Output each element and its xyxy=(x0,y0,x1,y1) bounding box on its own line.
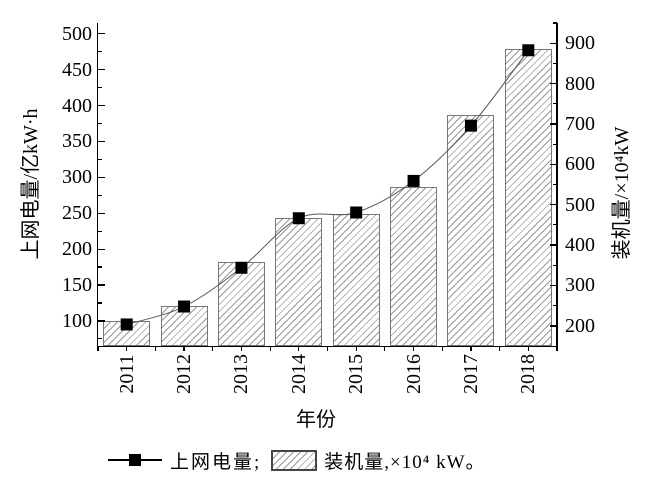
line-marker-2016 xyxy=(407,174,420,187)
right-tick-label: 900 xyxy=(565,32,595,55)
x-tick xyxy=(355,346,357,351)
left-major-tick xyxy=(98,320,105,322)
left-tick-label: 500 xyxy=(62,22,92,45)
x-tick xyxy=(441,346,443,351)
left-minor-tick xyxy=(98,51,102,53)
right-tick-label: 500 xyxy=(565,193,595,216)
right-major-tick xyxy=(550,42,557,44)
line-marker-2017 xyxy=(464,119,477,132)
x-tick xyxy=(412,346,415,351)
legend-square-marker-icon xyxy=(129,454,141,466)
x-axis-title: 年份 xyxy=(296,409,336,431)
bar-2018 xyxy=(504,48,552,346)
bar-2017 xyxy=(447,115,495,346)
legend-label-bar-series: 装机量,×10⁴ kW。 xyxy=(324,451,486,473)
left-major-tick xyxy=(98,284,105,286)
right-minor-tick xyxy=(553,22,557,24)
right-tick-label: 600 xyxy=(565,153,595,176)
x-tick xyxy=(470,346,472,351)
legend: 上网电量; 装机量,×10⁴ kW。 xyxy=(108,445,486,475)
left-minor-tick xyxy=(98,266,102,268)
right-tick-label: 400 xyxy=(565,234,595,257)
left-major-tick xyxy=(98,69,105,71)
x-tick xyxy=(527,346,529,351)
line-marker-2013 xyxy=(235,261,248,274)
left-tick-label: 400 xyxy=(62,94,92,117)
right-tick-label: 700 xyxy=(565,112,595,135)
line-marker-2012 xyxy=(178,300,191,313)
left-major-tick xyxy=(98,104,105,107)
line-marker-2018 xyxy=(522,44,535,57)
left-minor-tick xyxy=(98,158,102,160)
x-tick xyxy=(154,346,156,351)
right-tick-label: 800 xyxy=(565,72,595,95)
left-tick-label: 300 xyxy=(62,166,92,189)
bar-2016 xyxy=(390,186,438,346)
right-major-tick xyxy=(550,204,557,206)
x-tick xyxy=(556,346,558,351)
left-minor-tick xyxy=(98,87,102,89)
x-tick xyxy=(240,346,243,351)
right-minor-tick xyxy=(553,264,557,266)
left-tick-label: 100 xyxy=(62,309,92,332)
x-tick xyxy=(298,346,300,351)
left-major-tick xyxy=(98,176,105,179)
right-minor-tick xyxy=(553,305,557,307)
left-major-tick xyxy=(98,140,105,143)
line-series-path xyxy=(126,49,529,325)
left-tick-label: 250 xyxy=(62,202,92,225)
left-major-tick xyxy=(98,248,105,250)
left-minor-tick xyxy=(98,194,102,196)
right-minor-tick xyxy=(553,62,557,64)
y-axis-left xyxy=(96,23,98,347)
left-minor-tick xyxy=(98,338,102,340)
left-tick-label: 450 xyxy=(62,58,92,81)
right-minor-tick xyxy=(553,224,557,226)
legend-hatch-swatch-icon xyxy=(271,449,318,471)
left-major-tick xyxy=(98,33,105,35)
right-major-tick xyxy=(550,325,557,327)
line-marker-2014 xyxy=(292,212,305,225)
right-tick-label: 200 xyxy=(565,314,595,337)
x-tick xyxy=(126,346,128,351)
x-tick xyxy=(499,346,501,351)
right-major-tick xyxy=(550,244,557,246)
line-marker-2011 xyxy=(120,318,133,331)
x-tick xyxy=(212,346,214,351)
right-minor-tick xyxy=(553,103,557,105)
right-minor-tick xyxy=(553,143,557,145)
right-major-tick xyxy=(550,284,557,287)
line-marker-2015 xyxy=(350,206,363,219)
legend-line-marker-icon xyxy=(108,453,162,467)
x-tick xyxy=(384,346,386,351)
x-tick xyxy=(326,346,329,351)
x-tick xyxy=(183,346,185,351)
legend-label-line-series: 上网电量; xyxy=(170,451,262,473)
left-minor-tick xyxy=(98,122,102,125)
right-tick-label: 300 xyxy=(565,274,595,297)
left-tick-label: 150 xyxy=(62,273,92,296)
right-major-tick xyxy=(550,82,557,85)
left-major-tick xyxy=(98,212,105,214)
left-tick-label: 200 xyxy=(62,238,92,261)
right-minor-tick xyxy=(553,183,557,186)
right-major-tick xyxy=(550,123,557,125)
x-tick xyxy=(269,346,271,351)
left-minor-tick xyxy=(98,230,102,232)
x-tick xyxy=(97,346,99,351)
left-tick-label: 350 xyxy=(62,130,92,153)
right-major-tick xyxy=(550,163,557,165)
left-minor-tick xyxy=(98,302,102,304)
